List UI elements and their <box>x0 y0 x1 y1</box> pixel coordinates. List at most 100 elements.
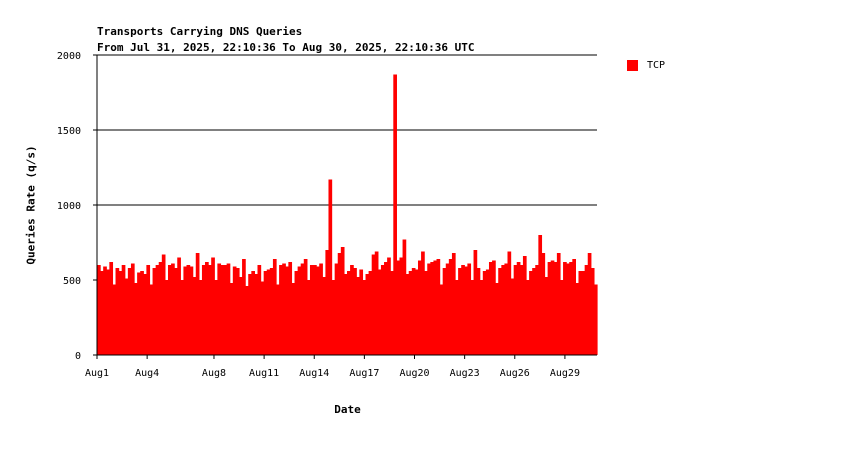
bar <box>587 253 592 355</box>
bar <box>513 265 518 355</box>
bar <box>387 257 391 355</box>
bar <box>269 268 274 355</box>
bar <box>350 265 354 355</box>
bar <box>143 274 147 355</box>
series-tcp <box>97 74 598 355</box>
bar <box>374 251 379 355</box>
bar <box>448 259 453 355</box>
bar <box>402 239 407 355</box>
bar <box>146 265 151 355</box>
bar <box>396 260 401 355</box>
bar <box>279 265 283 355</box>
bar <box>137 272 141 355</box>
bar <box>516 262 521 355</box>
bar <box>174 268 178 355</box>
bar <box>319 263 323 355</box>
bar <box>313 265 317 355</box>
bar <box>529 271 533 355</box>
bar <box>334 263 339 355</box>
bar <box>384 262 388 355</box>
bar <box>251 271 256 355</box>
bar <box>455 280 459 355</box>
bar <box>183 266 188 355</box>
bar <box>306 280 311 355</box>
bar <box>417 260 422 355</box>
bar <box>232 266 237 355</box>
bar <box>353 268 357 355</box>
bar <box>575 283 580 355</box>
bar <box>189 266 194 355</box>
bar <box>347 271 351 355</box>
x-tick-label: Aug29 <box>550 368 580 379</box>
bar <box>124 278 129 355</box>
bar <box>288 262 293 355</box>
bar <box>569 262 573 355</box>
bar <box>192 277 197 355</box>
x-tick-label: Aug23 <box>450 368 480 379</box>
bar <box>380 265 385 355</box>
bar <box>217 263 222 355</box>
bar <box>331 280 336 355</box>
bar <box>226 263 231 355</box>
bar <box>421 251 425 355</box>
bar <box>195 253 200 355</box>
bar <box>553 262 558 355</box>
y-tick-label: 1500 <box>57 126 81 137</box>
bar <box>328 179 333 355</box>
bar <box>322 277 326 355</box>
bar <box>405 274 410 355</box>
bar <box>130 263 135 355</box>
bar <box>461 265 465 355</box>
bar <box>161 254 166 355</box>
bar <box>495 283 499 355</box>
bar <box>177 257 181 355</box>
bar <box>485 269 490 355</box>
x-tick-label: Aug4 <box>135 368 159 379</box>
legend-swatch-tcp <box>627 59 638 71</box>
bar <box>121 265 126 355</box>
bar <box>408 271 413 355</box>
bar <box>198 280 203 355</box>
bar <box>285 266 289 355</box>
bar <box>473 250 478 355</box>
bar <box>556 253 561 355</box>
bar <box>581 271 586 355</box>
x-tick-label: Aug11 <box>249 368 279 379</box>
bar <box>245 286 249 355</box>
bar <box>507 251 512 355</box>
bar <box>541 253 546 355</box>
bar <box>316 266 320 355</box>
bar <box>433 260 438 355</box>
bar <box>572 259 576 355</box>
bar <box>526 280 530 355</box>
bar <box>238 277 243 355</box>
bar <box>300 263 305 355</box>
bar <box>155 265 160 355</box>
bar <box>399 257 404 355</box>
bar <box>303 259 308 355</box>
bar <box>559 280 564 355</box>
bar <box>488 262 493 355</box>
bar <box>171 263 175 355</box>
bar <box>371 254 376 355</box>
bar <box>100 271 104 355</box>
bar <box>208 265 212 355</box>
bar <box>467 263 472 355</box>
bar <box>152 268 157 355</box>
bar <box>390 271 394 355</box>
bar <box>106 269 110 355</box>
bar <box>476 268 481 355</box>
bar <box>340 247 345 355</box>
bar <box>504 263 509 355</box>
bar <box>547 262 552 355</box>
bar <box>365 274 370 355</box>
bar <box>97 265 101 355</box>
chart-title: Transports Carrying DNS Queries <box>97 25 303 38</box>
bar <box>424 271 428 355</box>
y-axis-ticks: 0 500 1000 1500 2000 <box>57 51 97 362</box>
bar <box>501 265 506 355</box>
bar <box>522 256 527 355</box>
x-axis-label: Date <box>334 403 361 416</box>
bar <box>266 269 271 355</box>
